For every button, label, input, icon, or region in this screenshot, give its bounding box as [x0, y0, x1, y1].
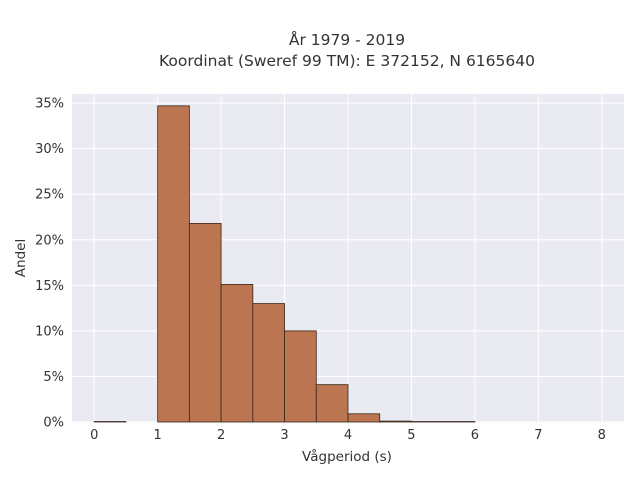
x-tick-label-0: 0 — [90, 428, 98, 443]
histogram-bar-3 — [188, 222, 222, 423]
x-tick-label-2: 2 — [217, 428, 225, 443]
y-tick-labels: 0% 5% 10% 15% 20% 25% 30% 35% — [35, 97, 64, 431]
x-tick-label-7: 7 — [534, 428, 542, 443]
x-axis-label: Vågperiod (s) — [302, 448, 392, 465]
x-tick-label-8: 8 — [598, 428, 606, 443]
chart-title-line2: Koordinat (Sweref 99 TM): E 372152, N 61… — [159, 52, 535, 70]
x-tick-label-6: 6 — [471, 428, 479, 443]
y-axis-label: Andel — [13, 239, 29, 277]
histogram-bar-7 — [315, 384, 349, 423]
y-tick-label-0: 0% — [43, 416, 64, 431]
x-tick-label-4: 4 — [344, 428, 352, 443]
histogram-bar-6 — [284, 330, 317, 423]
y-tick-label-7: 35% — [35, 97, 64, 112]
histogram-bar-5 — [252, 303, 285, 423]
histogram-bar-9 — [379, 420, 412, 423]
y-tick-label-3: 15% — [35, 279, 64, 294]
histogram-bar-8 — [347, 413, 381, 423]
y-tick-label-2: 10% — [35, 324, 64, 339]
x-tick-labels: 0 1 2 3 4 5 6 7 8 — [90, 428, 606, 443]
y-tick-label-5: 25% — [35, 188, 64, 203]
y-tick-label-4: 20% — [35, 233, 64, 248]
histogram-bar-4 — [220, 284, 254, 423]
histogram-bar-2 — [157, 105, 190, 423]
y-tick-label-6: 30% — [35, 142, 64, 157]
bars — [93, 105, 476, 423]
x-tick-label-3: 3 — [280, 428, 288, 443]
x-tick-label-1: 1 — [154, 428, 162, 443]
y-tick-label-1: 5% — [43, 370, 64, 385]
x-tick-label-5: 5 — [407, 428, 415, 443]
chart-title-line1: År 1979 - 2019 — [289, 30, 405, 49]
